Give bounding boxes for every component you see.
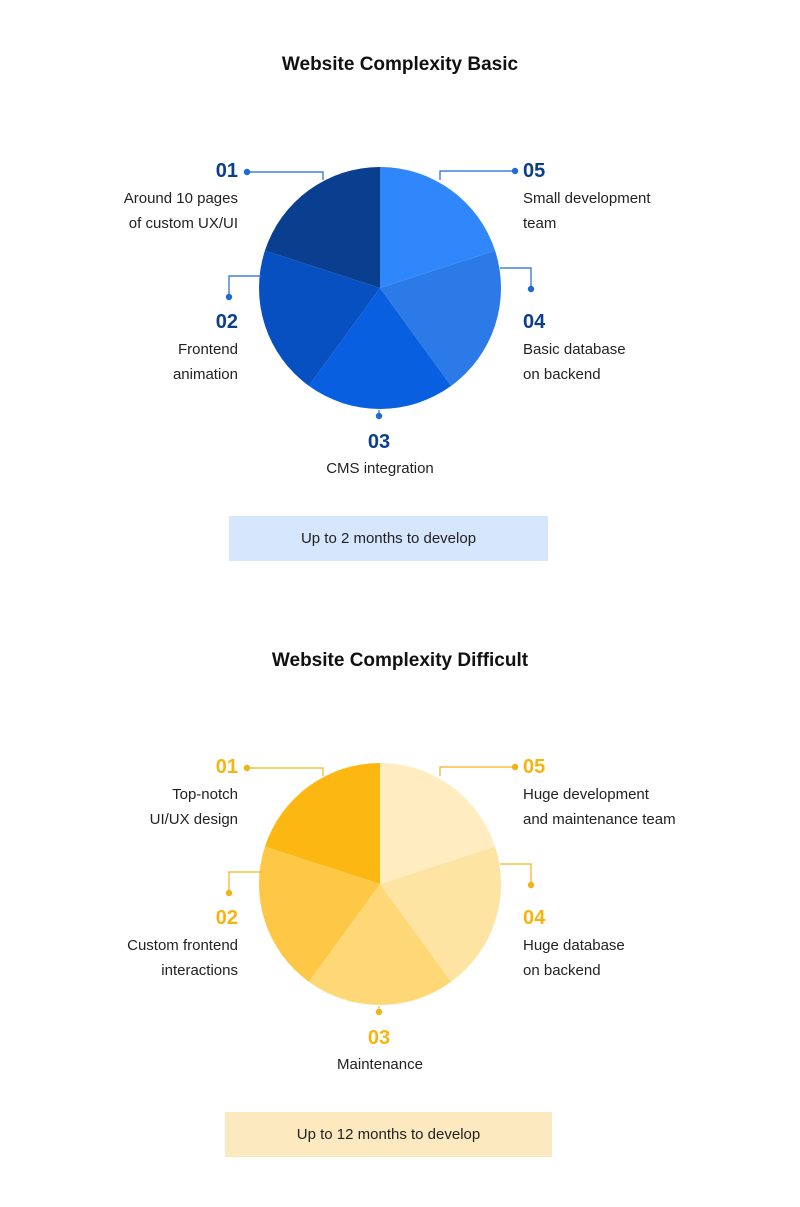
slice-label-02: Custom frontend interactions [18,933,238,983]
slice-label-line: Small development [523,190,651,207]
slice-label-line: and maintenance team [523,811,676,828]
callout-dot-04 [527,285,535,293]
pie-slice-05 [380,763,496,884]
slice-label-line: UI/UX design [149,811,238,828]
callout-dot-02 [225,293,233,301]
slice-label-line: of custom UX/UI [128,215,238,232]
pie-slice-01 [264,167,380,288]
callout-dot-05 [511,167,519,175]
callout-line-05 [439,766,515,776]
slice-number-02: 02 [215,907,238,929]
slice-label-line: Huge database [523,937,625,954]
slice-label-04: Huge database on backend [523,933,625,983]
slice-number-04: 04 [523,311,546,333]
pie-slice-03 [308,884,452,1005]
slice-label-03: Maintenance [270,1052,490,1077]
callout-line-04 [500,863,532,885]
callout-dot-04 [527,881,535,889]
pie-slice-04 [380,250,501,386]
slice-label-03: CMS integration [270,456,490,481]
callout-line-01 [247,171,324,180]
slice-label-line: Huge development [523,786,649,803]
slice-number-02: 02 [215,311,238,333]
callout-dot-02 [225,889,233,897]
slice-label-line: CMS integration [326,460,434,477]
slice-label-02: Frontend animation [18,337,238,387]
pie-slice-02 [259,250,380,386]
callout-line-01 [247,767,324,776]
chart-section-difficult: Website Complexity Difficult 01 Top-notch U… [0,596,800,1196]
callout-dot-01 [243,764,251,772]
chart-title: Website Complexity Basic [281,54,519,75]
slice-label-05: Huge development and maintenance team [523,782,676,832]
slice-label-line: on backend [523,366,601,383]
pie-slice-01 [264,763,380,884]
callout-dot-03 [375,412,383,420]
slice-label-04: Basic database on backend [523,337,626,387]
callout-dot-03 [375,1008,383,1016]
slice-number-05: 05 [523,160,546,182]
slice-label-05: Small development team [523,186,651,236]
slice-label-line: animation [172,366,238,383]
slice-label-line: on backend [523,962,601,979]
callout-dot-01 [243,168,251,176]
duration-banner: Up to 2 months to develop [229,516,548,561]
slice-label-01: Top-notch UI/UX design [18,782,238,832]
slice-label-line: Basic database [523,341,626,358]
slice-number-01: 01 [215,160,238,182]
slice-label-line: team [523,215,557,232]
slice-label-line: Around 10 pages [123,190,238,207]
slice-label-line: interactions [161,962,238,979]
callout-line-04 [500,267,532,289]
pie-slice-04 [380,846,501,982]
pie-slice-03 [308,288,452,409]
duration-banner: Up to 12 months to develop [225,1112,552,1157]
slice-label-line: Maintenance [337,1056,423,1073]
slice-label-line: Custom frontend [127,937,238,954]
callout-dot-05 [511,763,519,771]
slice-number-04: 04 [523,907,546,929]
pie-chart [225,763,535,1016]
slice-label-01: Around 10 pages of custom UX/UI [18,186,238,236]
chart-title: Website Complexity Difficult [271,650,529,671]
slice-label-line: Top-notch [172,786,238,803]
slice-label-line: Frontend [177,341,238,358]
slice-number-03: 03 [367,431,391,453]
callout-line-02 [228,871,262,893]
slice-number-05: 05 [523,756,546,778]
pie-chart [225,167,535,420]
slice-number-01: 01 [215,756,238,778]
pie-slice-05 [380,167,496,288]
callout-line-05 [439,170,515,180]
chart-section-basic: Website Complexity Basic 01 Around 10 page… [0,0,800,600]
callout-line-02 [228,275,262,297]
slice-number-03: 03 [367,1027,391,1049]
pie-slice-02 [259,846,380,982]
